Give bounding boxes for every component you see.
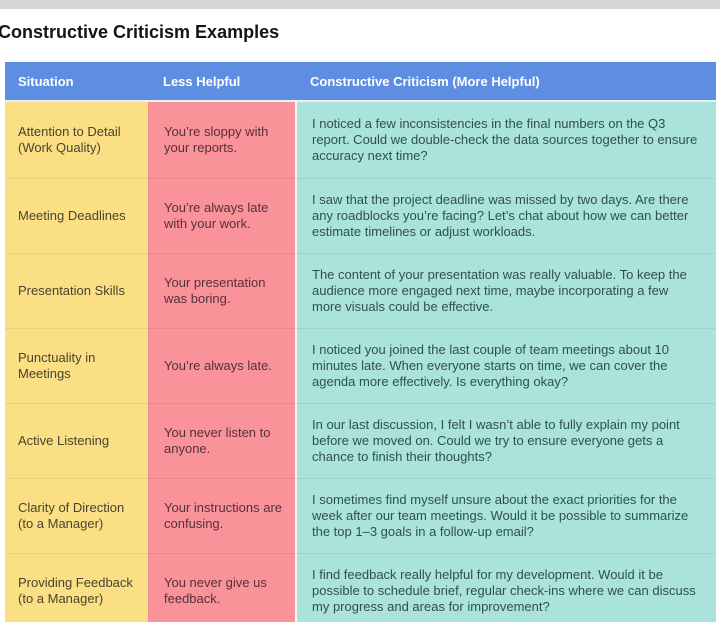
constructive-text: I noticed a few inconsistencies in the f…	[312, 116, 698, 163]
table-row: Active Listening You never listen to any…	[5, 403, 716, 478]
less-helpful-text: You’re always late.	[164, 358, 272, 373]
constructive-cell: The content of your presentation was rea…	[295, 253, 716, 328]
situation-cell: Punctuality in Meetings	[5, 328, 148, 403]
less-helpful-text: You never give us feedback.	[164, 575, 267, 606]
situation-cell: Providing Feedback (to a Manager)	[5, 553, 148, 622]
constructive-cell: I noticed a few inconsistencies in the f…	[295, 102, 716, 178]
situation-text: Presentation Skills	[18, 283, 125, 298]
table-body: Attention to Detail (Work Quality) You’r…	[5, 102, 716, 622]
less-helpful-cell: You’re always late.	[148, 328, 295, 403]
table-row: Meeting Deadlines You’re always late wit…	[5, 178, 716, 253]
less-helpful-cell: Your presentation was boring.	[148, 253, 295, 328]
table-row: Providing Feedback (to a Manager) You ne…	[5, 553, 716, 622]
column-header-label: Situation	[18, 73, 74, 89]
situation-cell: Clarity of Direction (to a Manager)	[5, 478, 148, 553]
window-top-strip	[0, 0, 720, 9]
table-row: Presentation Skills Your presentation wa…	[5, 253, 716, 328]
column-header-constructive: Constructive Criticism (More Helpful)	[295, 62, 716, 100]
constructive-text: I sometimes find myself unsure about the…	[312, 492, 689, 539]
page-title: Constructive Criticism Examples	[0, 22, 280, 42]
constructive-cell: I find feedback really helpful for my de…	[295, 553, 716, 622]
constructive-cell: I saw that the project deadline was miss…	[295, 178, 716, 253]
constructive-text: I find feedback really helpful for my de…	[312, 567, 696, 614]
situation-cell: Meeting Deadlines	[5, 178, 148, 253]
less-helpful-text: Your instructions are confusing.	[164, 500, 283, 531]
less-helpful-cell: Your instructions are confusing.	[148, 478, 295, 553]
column-header-label: Constructive Criticism (More Helpful)	[310, 73, 540, 89]
situation-text: Clarity of Direction (to a Manager)	[18, 500, 125, 531]
constructive-cell: I noticed you joined the last couple of …	[295, 328, 716, 403]
column-header-less-helpful: Less Helpful	[148, 62, 295, 100]
table-header-row: Situation Less Helpful Constructive Crit…	[5, 62, 716, 102]
situation-cell: Active Listening	[5, 403, 148, 478]
less-helpful-text: You never listen to anyone.	[164, 425, 271, 456]
constructive-text: I saw that the project deadline was miss…	[312, 192, 689, 239]
constructive-text: I noticed you joined the last couple of …	[312, 342, 670, 389]
table-row: Clarity of Direction (to a Manager) Your…	[5, 478, 716, 553]
less-helpful-text: You’re always late with your work.	[164, 200, 269, 231]
situation-cell: Attention to Detail (Work Quality)	[5, 102, 148, 178]
criticism-table: Situation Less Helpful Constructive Crit…	[5, 62, 716, 622]
constructive-text: In our last discussion, I felt I wasn’t …	[312, 417, 680, 464]
constructive-text: The content of your presentation was rea…	[312, 267, 687, 314]
situation-text: Active Listening	[18, 433, 110, 448]
column-header-label: Less Helpful	[163, 73, 241, 89]
situation-text: Providing Feedback (to a Manager)	[18, 575, 133, 606]
less-helpful-cell: You’re sloppy with your reports.	[148, 102, 295, 178]
situation-text: Attention to Detail (Work Quality)	[18, 124, 121, 155]
less-helpful-text: You’re sloppy with your reports.	[164, 124, 269, 155]
less-helpful-cell: You’re always late with your work.	[148, 178, 295, 253]
constructive-cell: In our last discussion, I felt I wasn’t …	[295, 403, 716, 478]
situation-text: Meeting Deadlines	[18, 208, 126, 223]
column-header-situation: Situation	[5, 62, 148, 100]
constructive-cell: I sometimes find myself unsure about the…	[295, 478, 716, 553]
less-helpful-cell: You never give us feedback.	[148, 553, 295, 622]
less-helpful-text: Your presentation was boring.	[164, 275, 266, 306]
less-helpful-cell: You never listen to anyone.	[148, 403, 295, 478]
situation-text: Punctuality in Meetings	[18, 350, 96, 381]
table-row: Punctuality in Meetings You’re always la…	[5, 328, 716, 403]
table-row: Attention to Detail (Work Quality) You’r…	[5, 102, 716, 178]
situation-cell: Presentation Skills	[5, 253, 148, 328]
